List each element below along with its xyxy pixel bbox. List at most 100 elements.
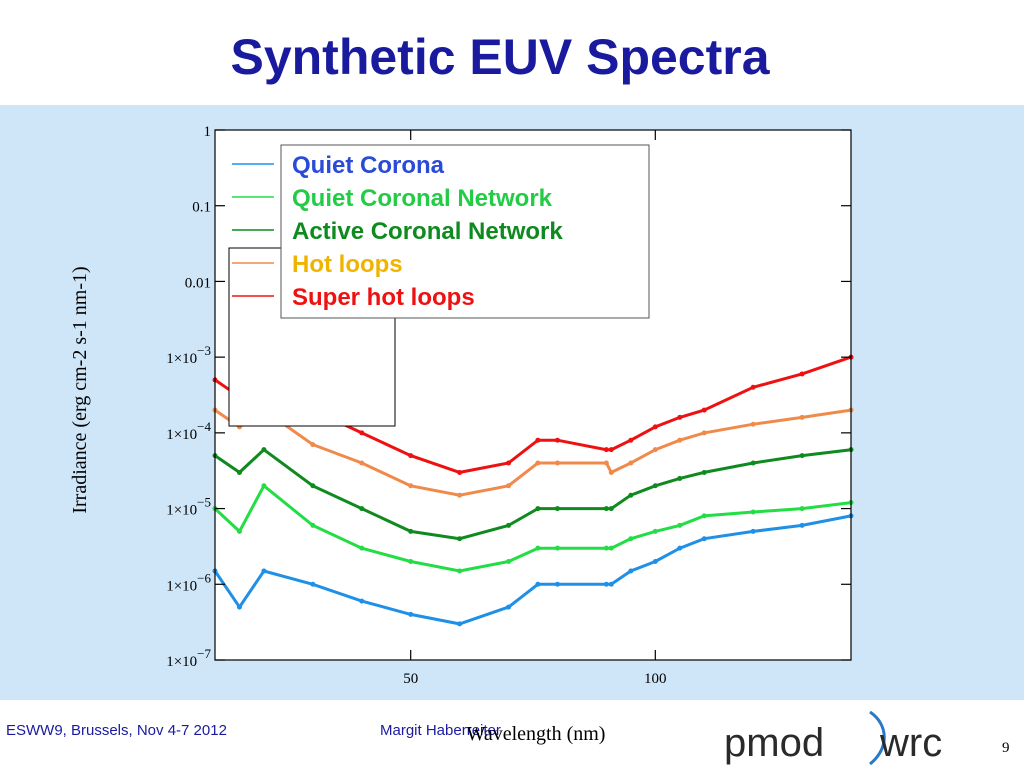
data-point (677, 437, 683, 443)
data-point (677, 545, 683, 551)
data-point (506, 522, 512, 528)
data-point (750, 421, 756, 427)
data-point (701, 536, 707, 542)
data-point (628, 568, 634, 574)
data-point (261, 483, 267, 489)
data-point (506, 460, 512, 466)
data-point (554, 545, 560, 551)
axis-layer: 1 0.1 0.01 1×10−3 1×10−4 1×10−5 1×10−6 1×10−7 50… (166, 124, 851, 687)
data-point (408, 453, 414, 459)
pmod-wrc-logo: pmod wrc (724, 710, 942, 766)
data-point (359, 545, 365, 551)
data-point (799, 453, 805, 459)
data-point (608, 545, 614, 551)
data-point (310, 581, 316, 587)
data-point (603, 581, 609, 587)
data-point (408, 528, 414, 534)
data-point (359, 460, 365, 466)
legend-label: Quiet Corona (292, 152, 445, 179)
data-point (535, 545, 541, 551)
data-point (799, 522, 805, 528)
data-point (652, 558, 658, 564)
data-point (554, 437, 560, 443)
data-point (236, 528, 242, 534)
y-tick-label: 1×10−5 (166, 495, 211, 519)
slide-title: Synthetic EUV Spectra (230, 29, 770, 85)
data-point (506, 604, 512, 610)
data-point (457, 536, 463, 542)
page-number: 9 (1002, 740, 1010, 756)
data-point (701, 430, 707, 436)
data-point (506, 483, 512, 489)
data-point (408, 558, 414, 564)
data-point (310, 483, 316, 489)
footer-author: Margit Haberreiter (380, 722, 501, 739)
y-tick-label: 1 (204, 124, 212, 140)
data-point (408, 611, 414, 617)
logo-right-text: wrc (879, 721, 942, 765)
data-point (799, 414, 805, 420)
legend-label: Active Coronal Network (292, 218, 563, 245)
data-point (677, 414, 683, 420)
y-tick-label: 1×10−3 (166, 343, 211, 367)
data-point (677, 475, 683, 481)
data-point (799, 371, 805, 377)
logo-left-text: pmod (724, 721, 824, 765)
data-point (535, 581, 541, 587)
data-point (652, 483, 658, 489)
data-point (554, 460, 560, 466)
data-point (359, 598, 365, 604)
data-point (799, 506, 805, 512)
y-tick-label: 0.01 (185, 275, 211, 291)
data-point (608, 581, 614, 587)
data-point (750, 509, 756, 515)
data-point (457, 621, 463, 627)
data-point (603, 506, 609, 512)
y-tick-label: 1×10−7 (166, 646, 211, 670)
x-tick-label: 50 (403, 671, 418, 687)
data-point (628, 492, 634, 498)
legend: Quiet Corona Quiet Coronal Network Active … (228, 144, 650, 427)
data-point (261, 568, 267, 574)
data-point (677, 522, 683, 528)
data-point (652, 528, 658, 534)
plot-frame (214, 129, 852, 661)
legend-label: Quiet Coronal Network (292, 185, 553, 212)
data-point (535, 437, 541, 443)
legend-label: Hot loops (292, 251, 403, 278)
y-tick-label: 1×10−6 (166, 570, 211, 594)
logo-arc (869, 710, 886, 766)
data-point (236, 604, 242, 610)
chart-panel: 1 0.1 0.01 1×10−3 1×10−4 1×10−5 1×10−6 1×10−7 50… (0, 105, 1024, 700)
data-point (535, 460, 541, 466)
data-point (457, 469, 463, 475)
data-point (310, 522, 316, 528)
data-point (628, 437, 634, 443)
y-tick-label: 0.1 (192, 200, 211, 216)
x-tick-label: 100 (644, 671, 667, 687)
spectra-chart: 1 0.1 0.01 1×10−3 1×10−4 1×10−5 1×10−6 1×10−7 50… (69, 124, 854, 687)
data-point (535, 506, 541, 512)
data-point (750, 384, 756, 390)
legend-label: Super hot loops (292, 284, 475, 311)
data-point (408, 483, 414, 489)
data-point (310, 442, 316, 448)
y-tick-label: 1×10−4 (166, 419, 211, 443)
data-point (652, 447, 658, 453)
data-point (359, 430, 365, 436)
y-axis-label: Irradiance (erg cm-2 s-1 nm-1) (69, 266, 91, 513)
data-point (701, 513, 707, 519)
data-point (506, 558, 512, 564)
data-point (359, 506, 365, 512)
legend-box (280, 144, 650, 319)
data-point (554, 506, 560, 512)
data-point (750, 460, 756, 466)
data-point (608, 447, 614, 453)
data-point (628, 460, 634, 466)
data-point (457, 568, 463, 574)
data-point (236, 469, 242, 475)
data-point (608, 506, 614, 512)
data-point (750, 528, 756, 534)
data-point (603, 460, 609, 466)
data-point (261, 447, 267, 453)
